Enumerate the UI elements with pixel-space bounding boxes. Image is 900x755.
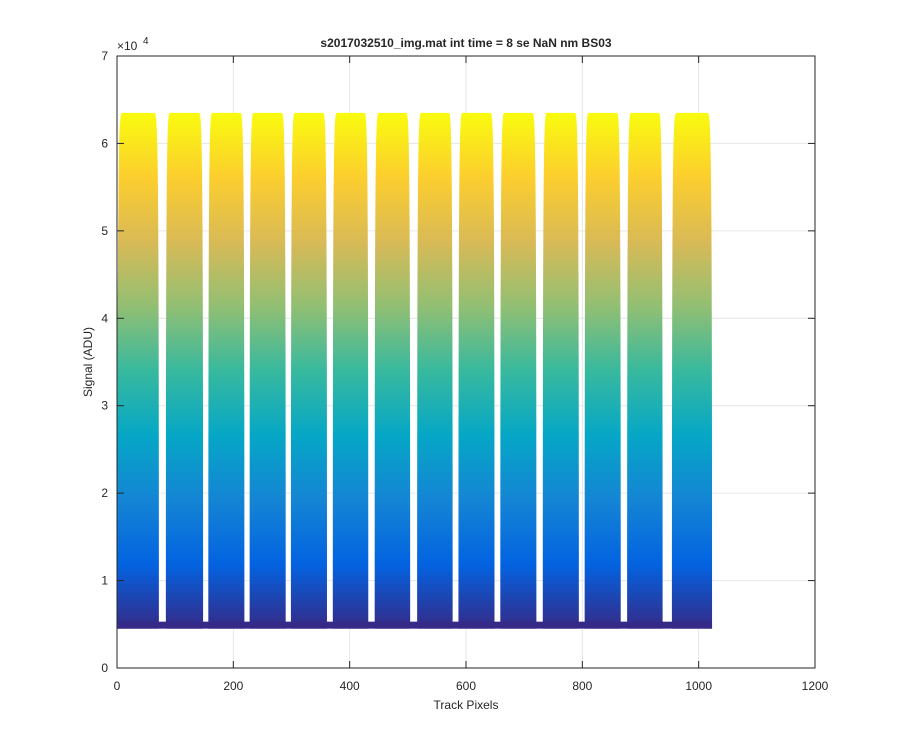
y-tick-label: 6 (101, 136, 108, 150)
data-block (627, 112, 663, 629)
data-block (374, 112, 411, 629)
y-exponent-base: ×10 (117, 39, 138, 53)
x-tick-label: 400 (340, 679, 360, 693)
y-tick-label: 5 (101, 224, 108, 238)
data-blocks (117, 112, 713, 629)
x-tick-label: 1200 (802, 679, 829, 693)
y-tick-label: 7 (101, 49, 108, 63)
x-tick-label: 800 (572, 679, 592, 693)
y-tick-label: 2 (101, 486, 108, 500)
left-edge-rise (117, 116, 120, 629)
data-block (165, 112, 204, 629)
x-axis-label: Track Pixels (434, 698, 499, 712)
data-block (584, 112, 621, 629)
y-axis-label: Signal (ADU) (81, 327, 95, 397)
data-block (332, 112, 369, 629)
y-tick-label: 0 (101, 661, 108, 675)
data-block (117, 112, 159, 629)
data-block (458, 112, 495, 629)
chart-title: s2017032510_img.mat int time = 8 se NaN … (320, 36, 611, 50)
y-tick-label: 1 (101, 574, 108, 588)
axes (116, 55, 816, 669)
y-exponent-power: 4 (143, 36, 149, 47)
x-tick-label: 200 (223, 679, 243, 693)
y-tick-label: 3 (101, 399, 108, 413)
data-block (290, 112, 327, 629)
y-exponent-label: ×10 4 (117, 36, 149, 53)
x-tick-label: 1000 (685, 679, 712, 693)
data-block (542, 112, 579, 629)
data-block (249, 112, 286, 629)
baseline-band (117, 621, 713, 629)
y-tick-label: 4 (101, 311, 108, 325)
data-block (500, 112, 537, 629)
y-tick-labels: 0 1 2 3 4 5 6 7 (101, 49, 108, 675)
data-block (417, 112, 453, 629)
x-tick-labels: 0 200 400 600 800 1000 1200 (114, 679, 829, 693)
x-tick-label: 0 (114, 679, 121, 693)
data-block (208, 112, 245, 629)
data-block (671, 112, 713, 629)
x-tick-label: 600 (456, 679, 476, 693)
